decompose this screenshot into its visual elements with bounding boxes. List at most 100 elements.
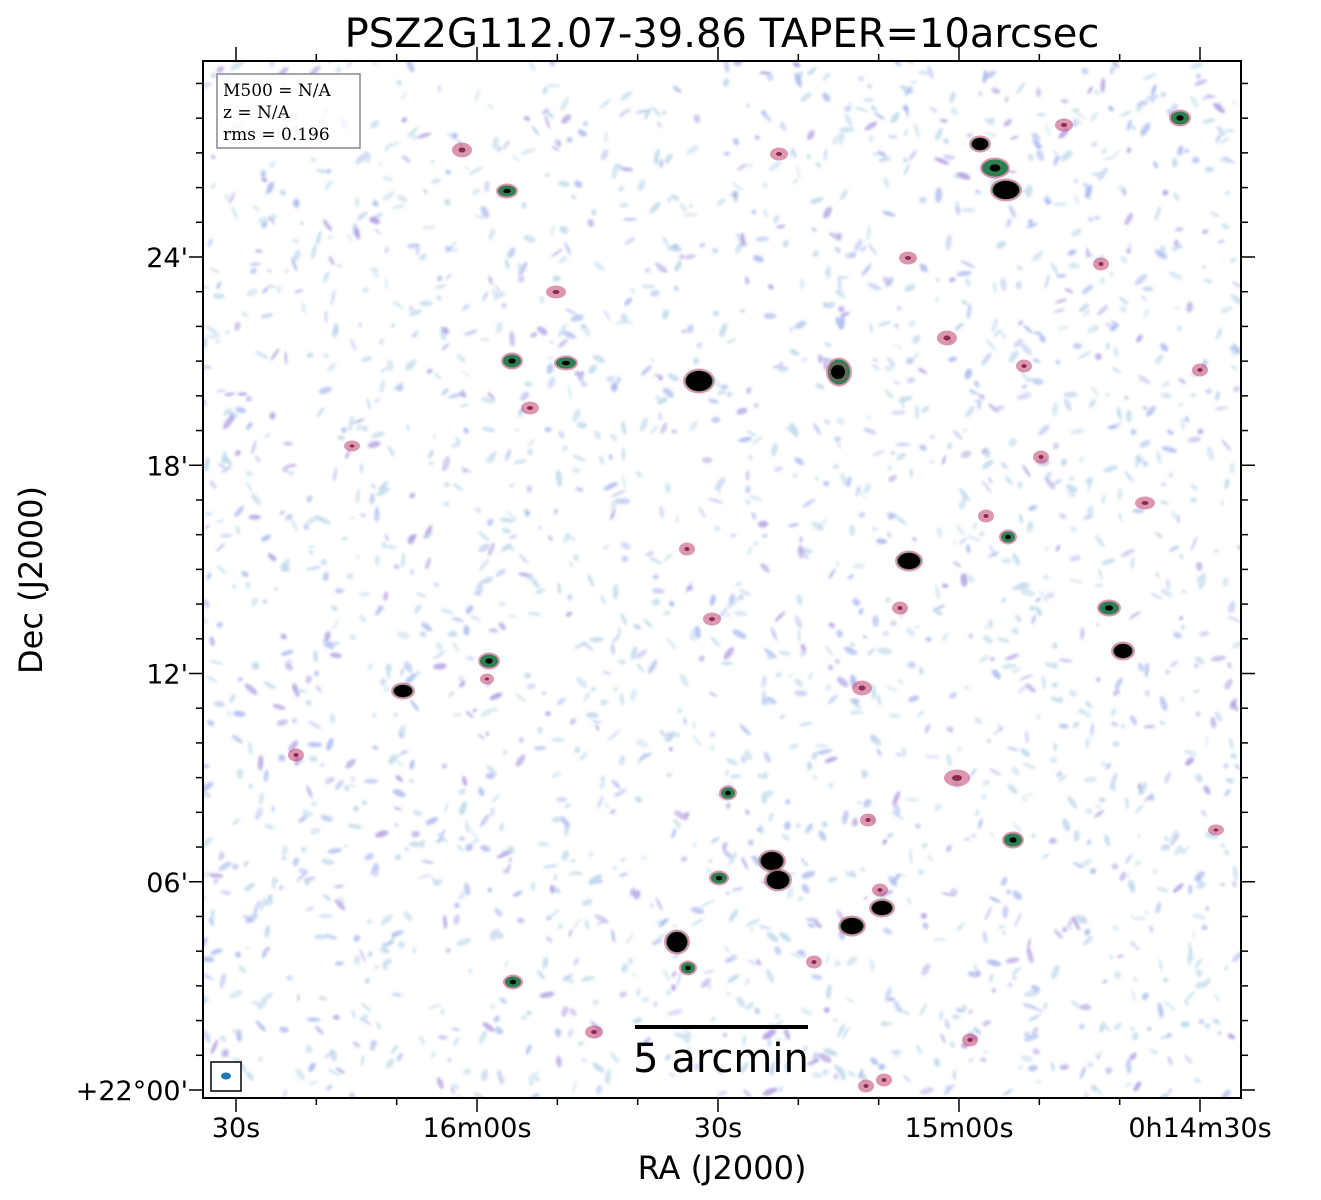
noise-speckle xyxy=(763,751,771,763)
noise-speckle xyxy=(775,1056,781,1062)
noise-speckle xyxy=(1163,1000,1176,1011)
noise-speckle xyxy=(384,246,389,254)
noise-speckle xyxy=(944,1084,956,1090)
noise-speckle xyxy=(203,997,211,1006)
noise-speckle xyxy=(850,251,857,258)
noise-speckle xyxy=(574,180,583,188)
noise-speckle xyxy=(909,468,914,478)
noise-speckle xyxy=(921,405,930,414)
noise-speckle xyxy=(635,649,648,659)
noise-speckle xyxy=(1112,421,1123,428)
noise-speckle xyxy=(420,859,435,864)
noise-speckle xyxy=(1184,991,1195,1002)
noise-speckle xyxy=(941,892,957,897)
noise-speckle xyxy=(673,818,681,829)
noise-speckle xyxy=(1005,95,1009,103)
noise-speckle xyxy=(941,631,949,642)
noise-speckle xyxy=(361,425,368,432)
noise-speckle xyxy=(480,205,490,219)
noise-speckle xyxy=(968,633,974,639)
noise-speckle xyxy=(1014,912,1022,927)
noise-speckle xyxy=(1056,771,1063,778)
noise-speckle xyxy=(1195,656,1205,665)
noise-speckle xyxy=(583,121,588,127)
noise-speckle xyxy=(1005,889,1012,895)
noise-speckle xyxy=(203,956,215,963)
noise-speckle xyxy=(991,87,1001,95)
noise-speckle xyxy=(1158,958,1163,972)
noise-speckle xyxy=(1141,295,1148,302)
noise-speckle xyxy=(884,388,894,400)
noise-speckle xyxy=(757,520,769,528)
noise-speckle xyxy=(507,251,511,257)
noise-speckle xyxy=(714,525,721,532)
noise-speckle xyxy=(355,153,366,165)
noise-speckle xyxy=(308,1062,316,1072)
noise-speckle xyxy=(465,843,473,851)
noise-speckle xyxy=(1125,1059,1132,1074)
noise-speckle xyxy=(380,678,386,686)
noise-speckle xyxy=(1197,428,1204,435)
noise-speckle xyxy=(218,861,232,871)
noise-speckle xyxy=(469,166,483,175)
noise-speckle xyxy=(364,151,371,159)
noise-speckle xyxy=(367,663,373,670)
noise-speckle xyxy=(950,107,958,116)
noise-speckle xyxy=(528,62,536,71)
noise-speckle xyxy=(1153,161,1159,169)
noise-speckle xyxy=(745,387,752,394)
noise-speckle xyxy=(1002,1089,1013,1096)
noise-speckle xyxy=(419,300,433,307)
noise-speckle xyxy=(1011,966,1022,976)
noise-speckle xyxy=(1070,525,1077,533)
noise-speckle xyxy=(1062,818,1071,832)
noise-speckle xyxy=(1196,881,1207,890)
noise-speckle xyxy=(1027,377,1039,382)
noise-speckle xyxy=(1005,957,1020,964)
noise-speckle xyxy=(1170,103,1179,112)
noise-speckle xyxy=(276,284,282,294)
noise-speckle xyxy=(1082,284,1094,294)
noise-speckle xyxy=(1071,108,1081,113)
noise-speckle xyxy=(1055,544,1061,552)
noise-speckle xyxy=(918,70,930,76)
noise-speckle xyxy=(1210,655,1226,662)
noise-speckle xyxy=(1078,456,1085,463)
noise-speckle xyxy=(283,441,293,446)
noise-speckle xyxy=(224,456,232,466)
noise-speckle xyxy=(752,855,760,867)
noise-speckle xyxy=(553,886,561,894)
noise-speckle xyxy=(726,597,740,609)
noise-speckle xyxy=(459,403,470,408)
noise-speckle xyxy=(725,891,731,896)
noise-speckle xyxy=(988,117,996,125)
x-axis-label: RA (J2000) xyxy=(638,1149,807,1187)
noise-speckle xyxy=(536,841,550,847)
noise-speckle xyxy=(981,352,992,366)
noise-speckle xyxy=(744,276,750,285)
noise-speckle xyxy=(292,198,300,208)
noise-speckle xyxy=(910,80,917,85)
noise-speckle xyxy=(701,457,713,464)
noise-speckle xyxy=(264,823,275,830)
noise-speckle xyxy=(745,977,750,986)
noise-speckle xyxy=(736,163,748,171)
noise-speckle xyxy=(1069,555,1081,562)
noise-speckle xyxy=(407,534,415,545)
source-core xyxy=(865,818,871,822)
noise-speckle xyxy=(558,430,565,439)
noise-speckle xyxy=(1061,927,1068,933)
noise-speckle xyxy=(547,376,556,389)
noise-speckle xyxy=(420,839,426,849)
noise-speckle xyxy=(549,884,555,894)
noise-speckle xyxy=(1067,925,1072,931)
noise-speckle xyxy=(867,242,877,256)
noise-speckle xyxy=(609,1051,620,1064)
noise-speckle xyxy=(1173,883,1184,893)
noise-speckle xyxy=(1072,721,1080,729)
noise-speckle xyxy=(1091,141,1098,147)
noise-speckle xyxy=(680,202,687,212)
noise-speckle xyxy=(383,685,389,693)
noise-speckle xyxy=(728,908,739,923)
source-core xyxy=(394,685,412,697)
